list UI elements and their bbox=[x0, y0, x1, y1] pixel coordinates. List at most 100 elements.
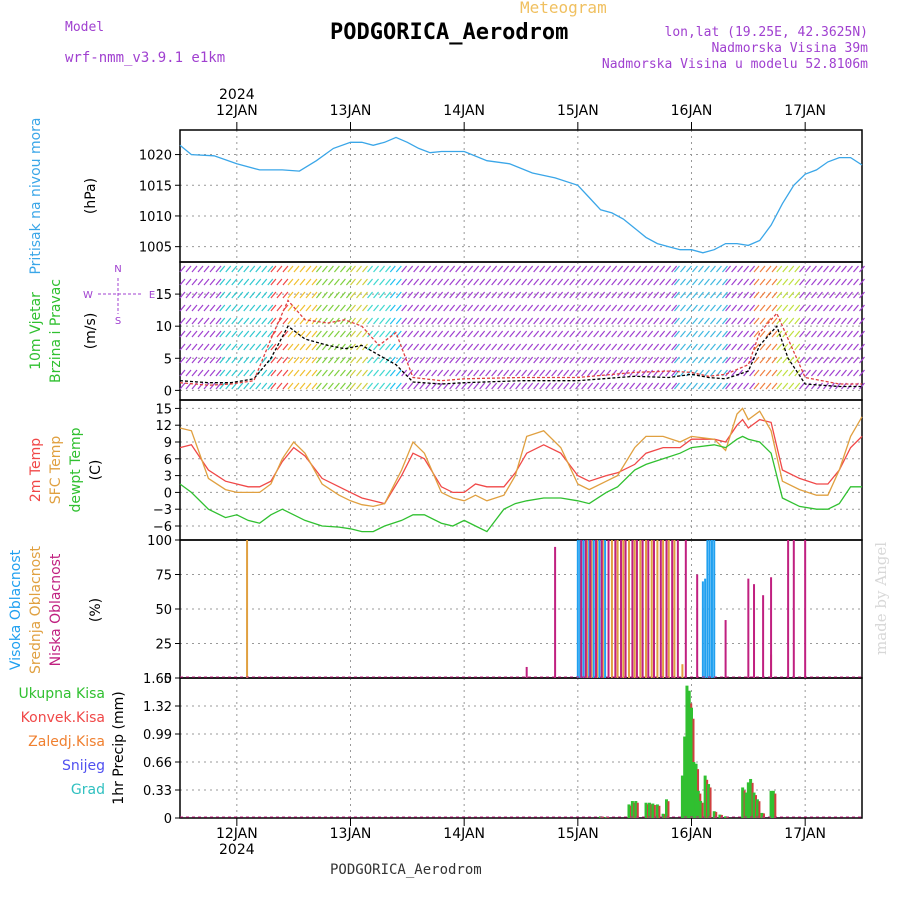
wind-barb bbox=[327, 330, 334, 338]
wind-barb bbox=[282, 369, 289, 377]
wind-barb bbox=[759, 291, 766, 299]
date-label-top: 14JAN bbox=[443, 103, 485, 119]
clouds-bar bbox=[792, 540, 795, 678]
wind-barb bbox=[545, 343, 552, 351]
wind-barb bbox=[539, 291, 546, 299]
wind-barb bbox=[299, 291, 306, 299]
wind-barb bbox=[225, 304, 232, 312]
wind-barb-band bbox=[315, 265, 352, 390]
wind-barb bbox=[485, 317, 492, 325]
wind-barb bbox=[563, 356, 570, 364]
wind-barb bbox=[721, 291, 728, 299]
wind-barb bbox=[721, 343, 728, 351]
wind-barb bbox=[765, 330, 772, 338]
y-tick-label: 100 bbox=[147, 534, 172, 549]
wind-barb bbox=[425, 278, 432, 286]
wind-barb bbox=[367, 330, 374, 338]
wind-barb bbox=[455, 330, 462, 338]
wind-barb bbox=[771, 317, 778, 325]
wind-barb bbox=[509, 304, 516, 312]
clouds-bar bbox=[596, 540, 599, 678]
wind-barb bbox=[776, 317, 783, 325]
wind-barb bbox=[859, 278, 865, 286]
wind-barb bbox=[249, 369, 256, 377]
wind-barb bbox=[605, 304, 612, 312]
clouds-bar bbox=[576, 540, 579, 678]
wind-barb bbox=[623, 356, 630, 364]
wind-barb bbox=[569, 317, 576, 325]
temp-unit-label: (C) bbox=[88, 460, 104, 481]
wind-barb bbox=[647, 356, 654, 364]
wind-barb bbox=[563, 278, 570, 286]
date-label-top: 16JAN bbox=[671, 103, 713, 119]
wind-barb bbox=[575, 343, 582, 351]
wind-barb bbox=[455, 317, 462, 325]
wind-barb bbox=[799, 382, 805, 390]
wind-barb-band bbox=[753, 265, 778, 390]
wind-barb bbox=[267, 291, 274, 299]
wind-barb bbox=[479, 278, 486, 286]
wind-barb bbox=[788, 369, 795, 377]
wind-barb bbox=[491, 291, 498, 299]
wind-barb bbox=[679, 291, 686, 299]
wind-barb bbox=[243, 343, 250, 351]
wind-barb bbox=[817, 330, 823, 338]
wind-barb bbox=[593, 265, 600, 273]
wind-barb bbox=[367, 369, 374, 377]
wind-barb bbox=[715, 317, 722, 325]
wind-barb bbox=[243, 265, 250, 273]
wind-barb bbox=[759, 382, 766, 390]
wind-barb bbox=[617, 330, 624, 338]
wind-barb bbox=[225, 317, 232, 325]
wind-barb bbox=[185, 278, 192, 286]
wind-barb bbox=[503, 356, 510, 364]
wind-barb bbox=[267, 343, 274, 351]
wind-barb bbox=[737, 356, 744, 364]
wind-barb bbox=[653, 278, 660, 286]
wind-barb bbox=[479, 369, 486, 377]
wind-barb bbox=[339, 291, 346, 299]
wind-barb bbox=[817, 317, 823, 325]
precipitation-bar bbox=[651, 803, 655, 818]
wind-barb bbox=[449, 356, 456, 364]
wind-barb bbox=[697, 382, 704, 390]
wind-barb bbox=[635, 265, 642, 273]
panel-frame bbox=[179, 129, 863, 263]
precipitation-bar-overlay bbox=[720, 814, 723, 818]
wind-barb bbox=[749, 317, 756, 325]
wind-barb bbox=[395, 382, 402, 390]
wind-barb bbox=[641, 369, 648, 377]
wind-barb bbox=[788, 382, 795, 390]
wind-barb bbox=[721, 330, 728, 338]
precipitation-bar bbox=[712, 811, 716, 818]
wind-barb bbox=[299, 265, 306, 273]
date-label-bottom: 13JAN bbox=[330, 826, 372, 842]
wind-barb bbox=[425, 265, 432, 273]
wind-barb bbox=[479, 382, 486, 390]
wind-barb bbox=[467, 304, 474, 312]
wind-barb bbox=[753, 317, 760, 325]
wind-barb bbox=[282, 265, 289, 273]
wind-barb bbox=[249, 356, 256, 364]
wind-barb bbox=[373, 356, 380, 364]
wind-barb bbox=[533, 356, 540, 364]
wind-barb bbox=[461, 382, 468, 390]
wind-barb bbox=[299, 304, 306, 312]
wind-barb bbox=[509, 382, 516, 390]
wind-barb bbox=[794, 382, 801, 390]
wind-barb bbox=[339, 304, 346, 312]
wind-barb bbox=[776, 278, 783, 286]
wind-barb bbox=[715, 356, 722, 364]
wind-barb bbox=[315, 278, 322, 286]
wind-barb bbox=[373, 317, 380, 325]
wind-barb bbox=[305, 343, 312, 351]
wind-barb bbox=[617, 265, 624, 273]
wind-barb bbox=[709, 369, 716, 377]
wind-barb-band bbox=[673, 265, 728, 390]
footer-station: PODGORICA_Aerodrom bbox=[330, 862, 482, 878]
wind-barb bbox=[759, 278, 766, 286]
wind-barb bbox=[503, 265, 510, 273]
date-label-top: 12JAN bbox=[216, 103, 258, 119]
clouds-bar bbox=[592, 540, 595, 678]
wind-barb bbox=[282, 356, 289, 364]
